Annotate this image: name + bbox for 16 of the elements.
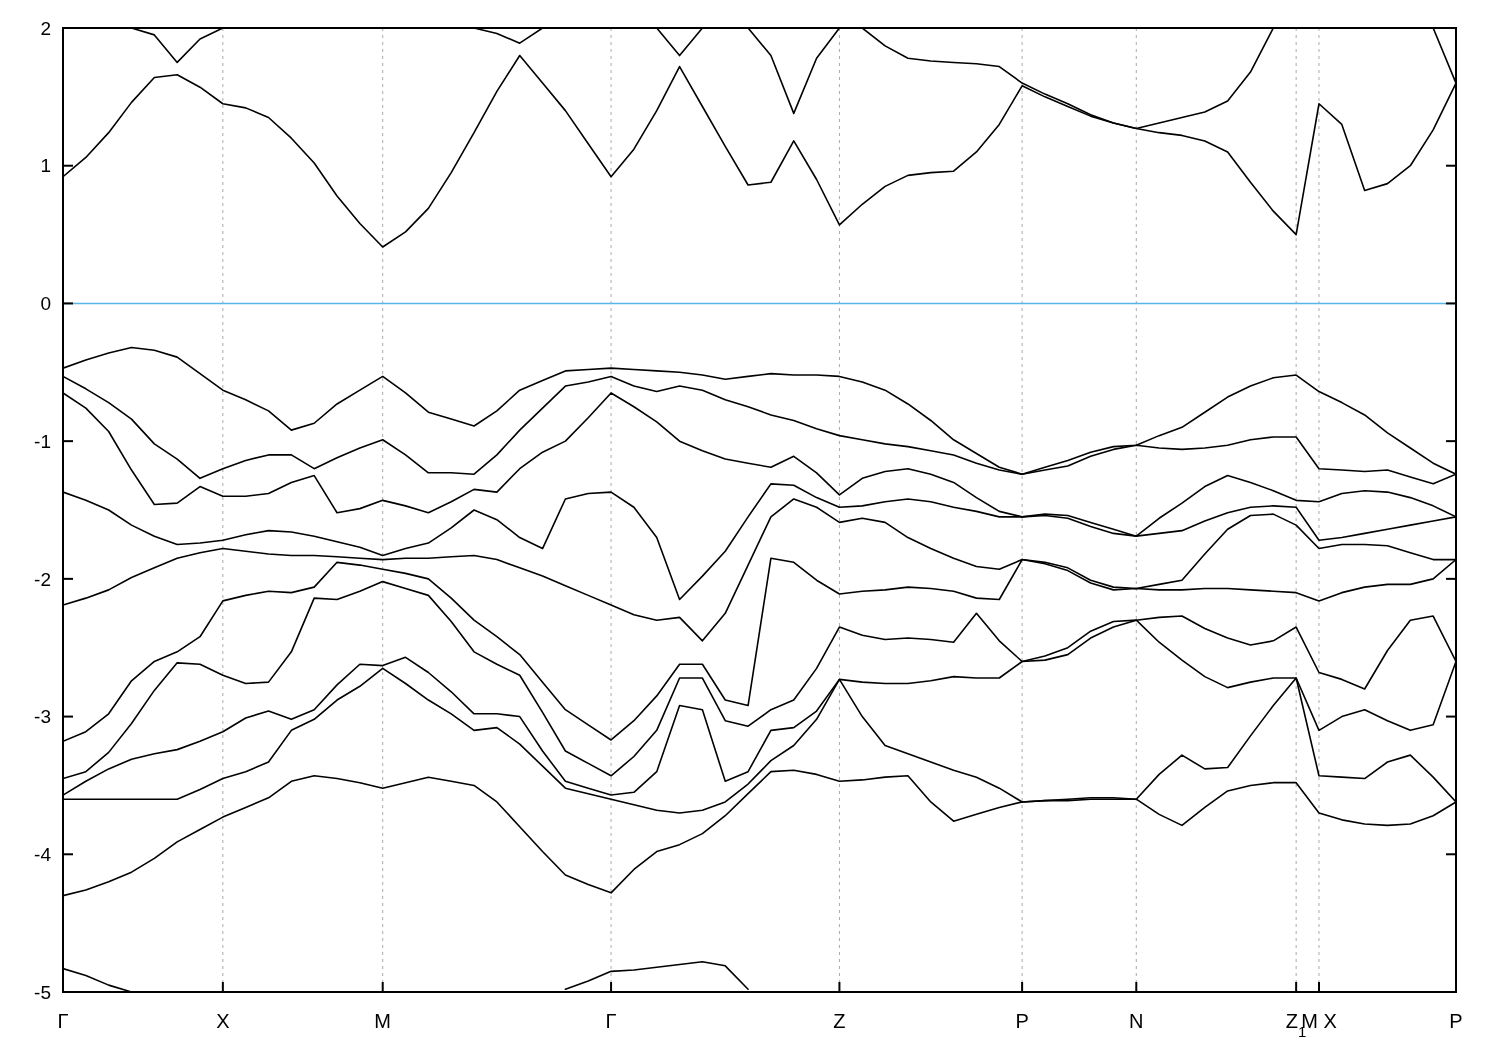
- x-tick-label: X: [216, 1010, 230, 1032]
- x-tick-label: P: [1015, 1010, 1029, 1032]
- x-tick-label: Z: [833, 1010, 846, 1032]
- x-tick-label: Γ: [57, 1010, 69, 1032]
- x-tick-label: Γ: [605, 1010, 617, 1032]
- y-tick-label: -4: [34, 843, 52, 865]
- y-tick-label: 2: [40, 17, 51, 39]
- x-tick-label: P: [1449, 1010, 1463, 1032]
- y-tick-label: 1: [40, 155, 51, 177]
- x-tick-label: N: [1129, 1010, 1144, 1032]
- x-tick-label: M: [374, 1010, 392, 1032]
- y-tick-label: -3: [34, 706, 51, 728]
- y-tick-label: 0: [40, 293, 51, 315]
- y-tick-label: -1: [34, 430, 51, 452]
- y-tick-label: -2: [34, 568, 51, 590]
- y-tick-label: -5: [34, 981, 51, 1003]
